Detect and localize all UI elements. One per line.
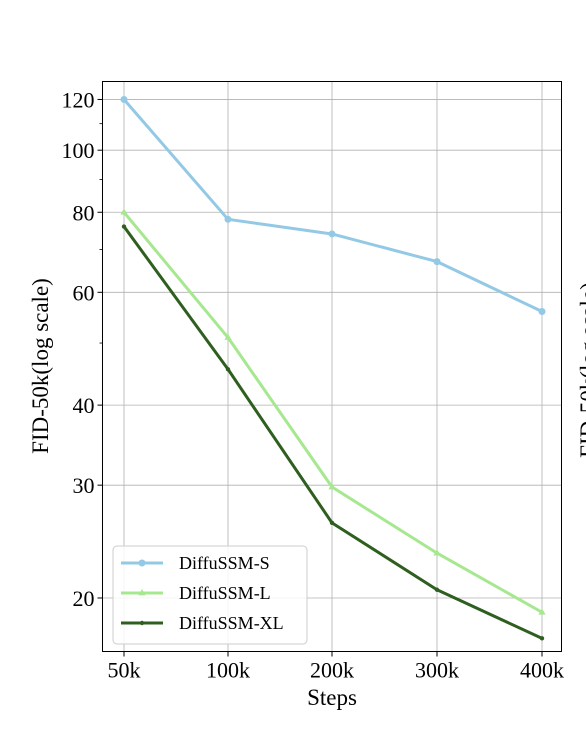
x-tick-label: 50k	[108, 658, 141, 683]
data-point	[121, 224, 127, 229]
y-tick-label: 120	[62, 87, 95, 112]
legend-marker	[138, 559, 146, 567]
y-tick-label: 20	[73, 586, 95, 611]
cropped-adjacent-axis-label: FID-50k(log scale)	[576, 282, 586, 458]
legend-label: DiffuSSM-XL	[179, 613, 284, 633]
y-tick-label: 80	[73, 200, 95, 225]
legend-marker	[138, 589, 146, 596]
data-point	[225, 367, 231, 372]
legend-marker	[139, 620, 145, 626]
series-line-diffussm-s	[122, 98, 543, 313]
data-point	[224, 215, 232, 223]
x-tick-label: 400k	[520, 658, 564, 683]
x-tick-label: 200k	[310, 658, 354, 683]
data-point	[539, 636, 545, 641]
data-point	[120, 95, 128, 103]
legend-box	[112, 545, 308, 645]
y-tick-label: 60	[73, 280, 95, 305]
legend-label: DiffuSSM-S	[179, 553, 270, 573]
data-point	[224, 333, 232, 340]
data-point	[434, 587, 440, 592]
data-point	[538, 308, 546, 316]
data-point	[433, 549, 441, 556]
series-layer	[120, 95, 546, 641]
data-point	[433, 258, 441, 266]
x-axis-label: Steps	[307, 685, 357, 710]
y-tick-label: 40	[73, 393, 95, 418]
data-point	[328, 483, 336, 490]
data-point	[120, 208, 128, 215]
legend: DiffuSSM-S DiffuSSM-L DiffuSSM-XL	[112, 545, 308, 645]
y-tick-label: 30	[73, 473, 95, 498]
axes: 50k 100k 200k 300k 400k 20 30 40 60 80 100 120	[62, 87, 565, 682]
y-tick-label: 100	[62, 138, 95, 163]
data-point	[329, 520, 335, 526]
legend-label: DiffuSSM-L	[179, 583, 271, 603]
data-point	[328, 230, 336, 238]
x-tick-label: 100k	[206, 658, 250, 683]
data-point	[538, 608, 546, 615]
y-axis-label: FID-50k(log scale)	[28, 278, 53, 454]
x-tick-label: 300k	[415, 658, 459, 683]
